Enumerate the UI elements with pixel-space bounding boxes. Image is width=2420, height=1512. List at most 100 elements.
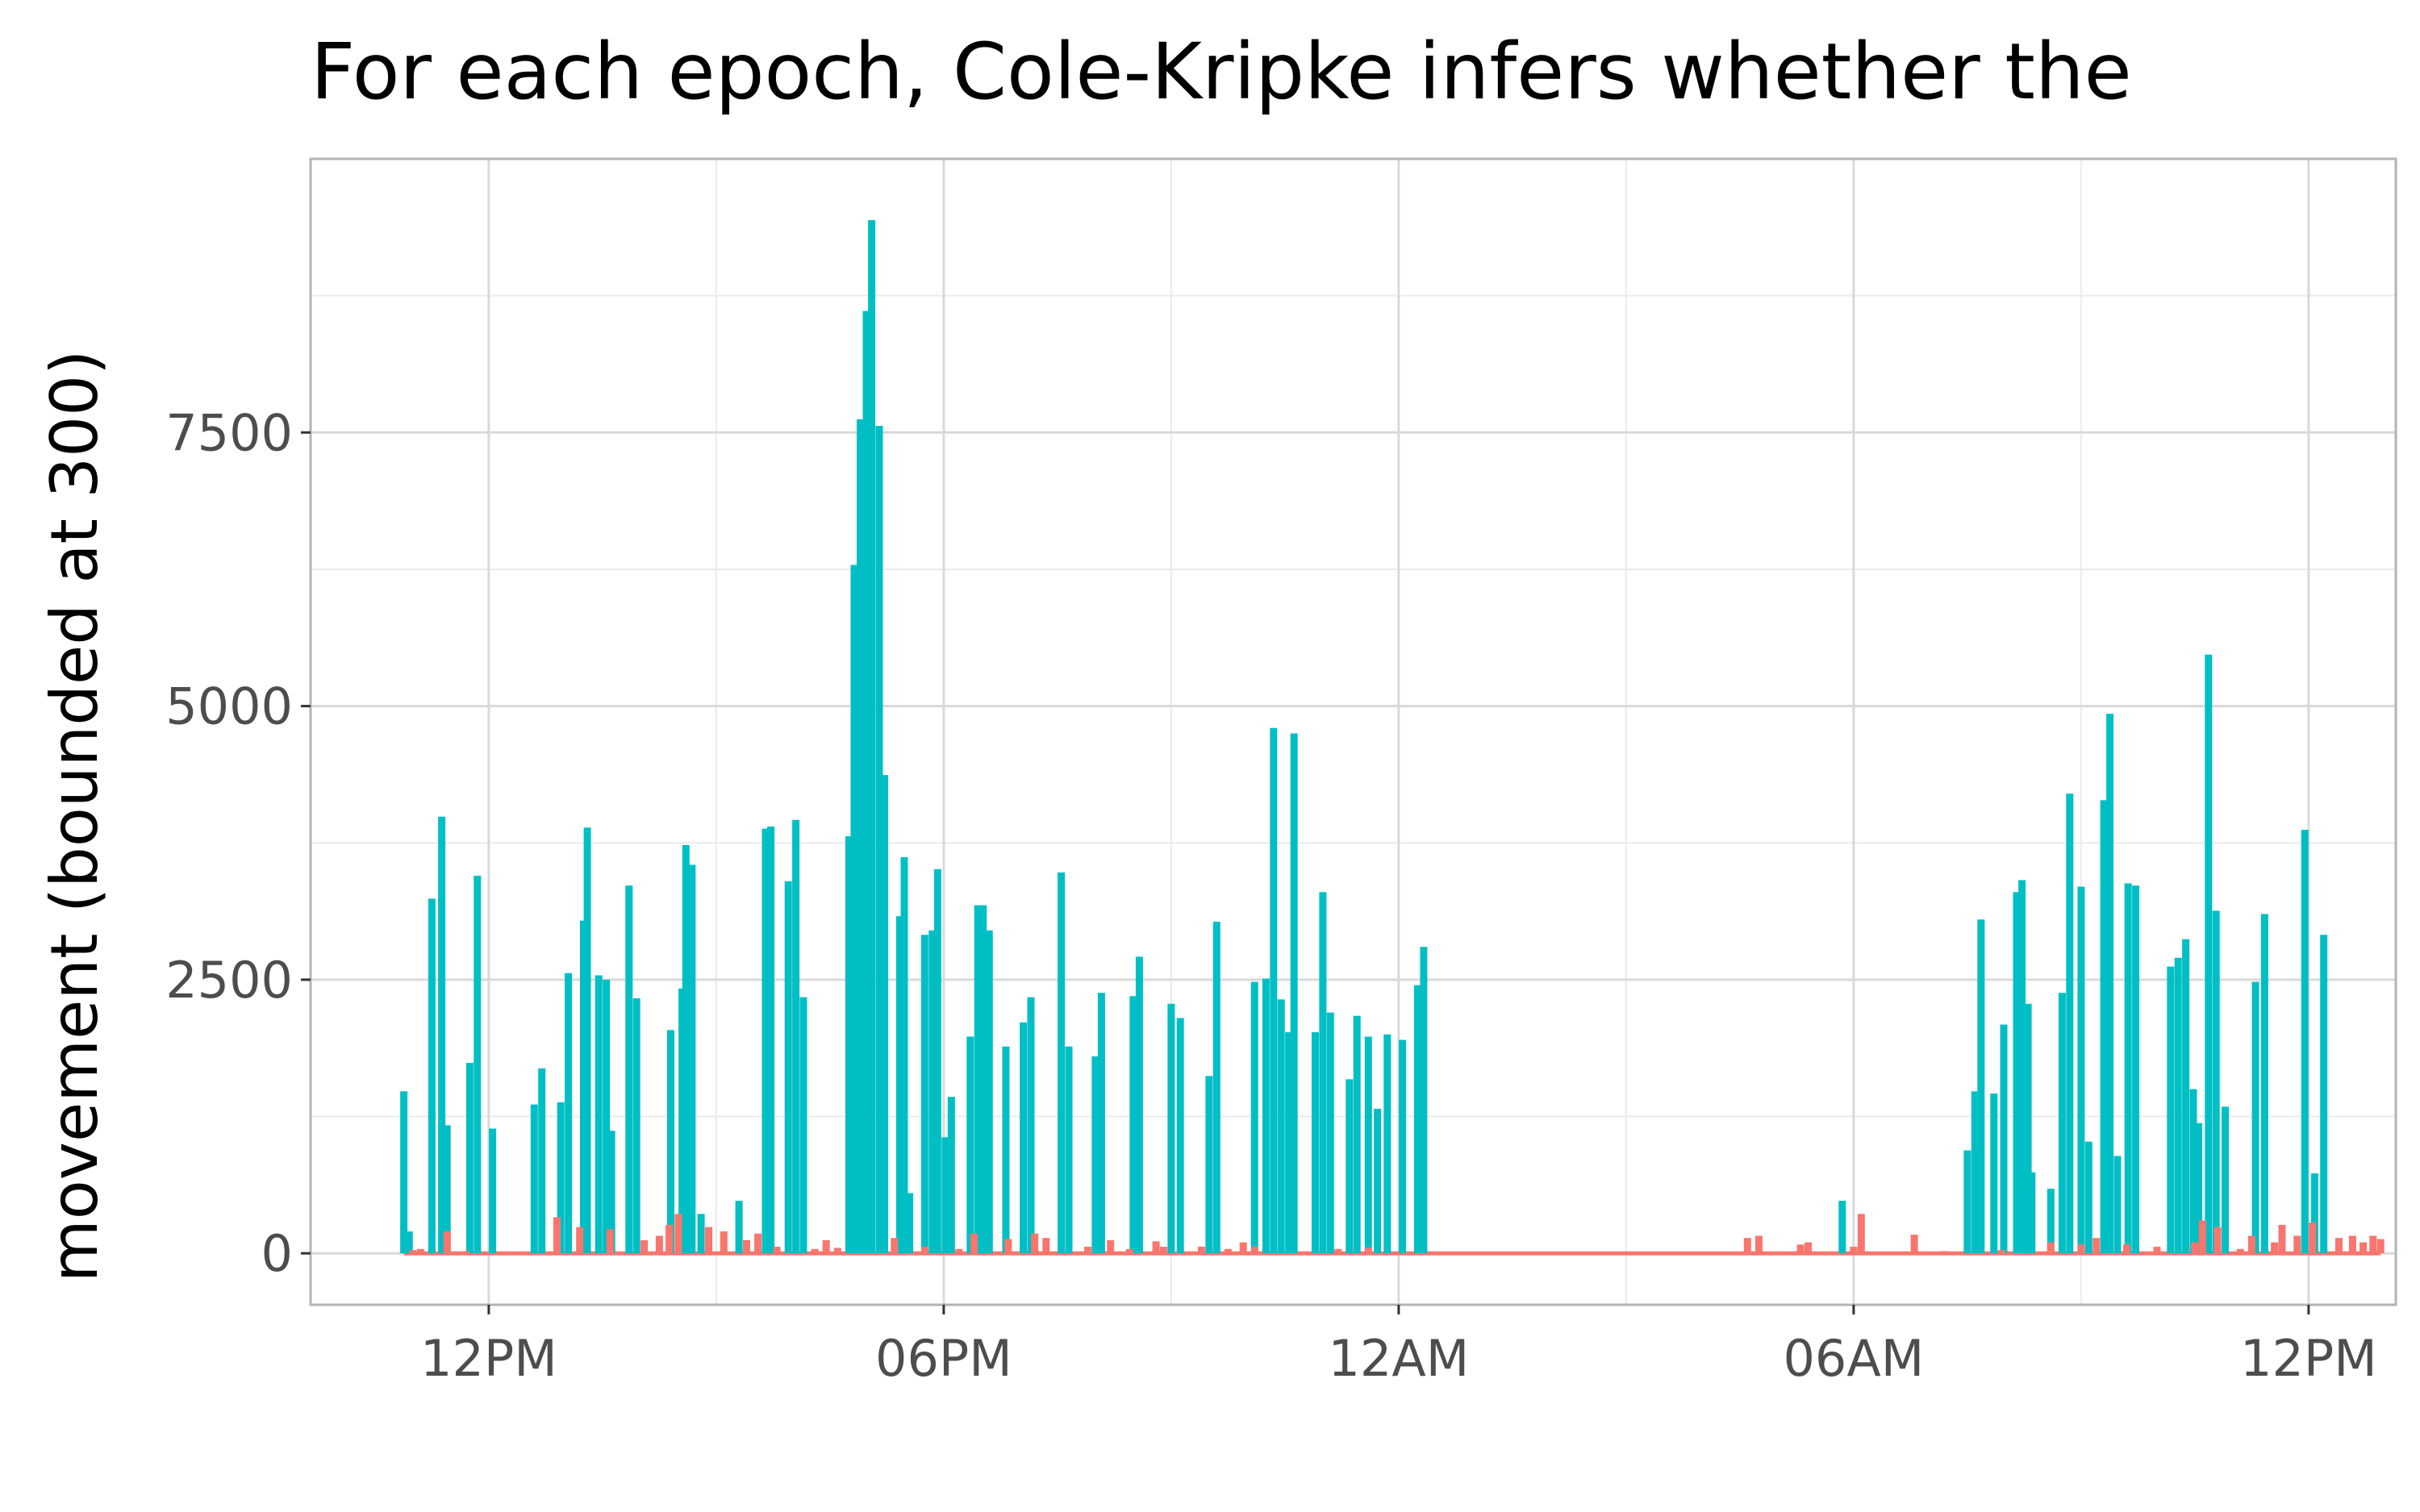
- bar-active: [799, 997, 807, 1254]
- bar-active: [2132, 885, 2140, 1254]
- bar-active: [2124, 883, 2132, 1254]
- bar-active: [1413, 985, 1421, 1254]
- bar-inactive: [2360, 1242, 2368, 1254]
- bar-active: [579, 920, 587, 1254]
- bar-active: [1262, 978, 1270, 1254]
- bar-active: [2013, 892, 2021, 1254]
- bar-active: [900, 856, 908, 1254]
- bar-inactive: [2309, 1223, 2317, 1254]
- bar-active: [2066, 793, 2074, 1254]
- bar-inactive: [1941, 1251, 1949, 1254]
- bar-inactive: [1850, 1247, 1858, 1254]
- bar-active: [530, 1104, 538, 1254]
- bar-inactive: [1198, 1247, 1205, 1254]
- bar-active: [489, 1128, 497, 1254]
- bar-active: [1990, 1093, 1998, 1254]
- x-axis-ticks: 12PM 06PM 12AM 06AM 12PM: [420, 1305, 2377, 1388]
- bar-active: [688, 864, 696, 1254]
- bar-inactive: [1796, 1244, 1805, 1254]
- bar-inactive: [1805, 1242, 1812, 1254]
- bar-inactive: [409, 1250, 417, 1254]
- bar-inactive: [2348, 1235, 2356, 1254]
- bar-inactive: [1997, 1250, 2005, 1254]
- bar-active: [583, 827, 591, 1254]
- bar-active: [1374, 1109, 1382, 1254]
- bar-inactive: [416, 1248, 424, 1254]
- bar-inactive: [773, 1247, 781, 1254]
- bar-inactive: [1152, 1241, 1160, 1254]
- bar-active: [2205, 654, 2213, 1254]
- bar-inactive: [674, 1214, 682, 1254]
- bar-active: [2100, 800, 2108, 1254]
- bar-active: [2000, 1024, 2008, 1254]
- bar-inactive: [720, 1231, 728, 1254]
- bar-inactive: [833, 1248, 841, 1254]
- bar-inactive: [705, 1227, 712, 1254]
- bar-active: [667, 1030, 674, 1254]
- y-axis-ticks: 0 2500 5000 7500: [165, 403, 311, 1283]
- bar-active: [928, 930, 937, 1254]
- bar-active: [465, 1063, 474, 1254]
- bar-active: [428, 898, 436, 1254]
- y-axis-title: movement (bounded at 300): [37, 350, 112, 1282]
- bar-active: [2174, 957, 2182, 1254]
- bar-active: [895, 916, 903, 1254]
- bar-active: [438, 816, 446, 1254]
- bar-inactive: [811, 1248, 819, 1254]
- bar-active: [1065, 1046, 1073, 1254]
- bar-active: [1290, 733, 1298, 1254]
- y-tick-label: 7500: [165, 403, 293, 462]
- bar-active: [2028, 1172, 2036, 1254]
- x-tick-label: 12PM: [2240, 1329, 2377, 1388]
- bar-inactive: [1042, 1238, 1050, 1254]
- bar-inactive: [553, 1217, 561, 1254]
- bar-active: [1270, 727, 1278, 1254]
- bar-active: [2195, 1123, 2203, 1254]
- bar-active: [1129, 996, 1137, 1254]
- bar-active: [784, 881, 792, 1254]
- bars: [400, 220, 2385, 1254]
- bar-active: [792, 819, 800, 1254]
- bar-active: [845, 836, 853, 1254]
- bar-active: [767, 826, 775, 1254]
- bar-inactive: [462, 1251, 470, 1254]
- bar-active: [1058, 872, 1066, 1254]
- bar-inactive: [1239, 1242, 1247, 1254]
- bar-active: [1002, 1046, 1010, 1254]
- bar-inactive: [443, 1231, 451, 1254]
- bar-inactive: [754, 1233, 762, 1254]
- bar-active: [1346, 1079, 1354, 1254]
- bar-active: [1364, 1036, 1372, 1254]
- bar-active: [1383, 1034, 1392, 1254]
- bar-active: [2222, 1106, 2229, 1254]
- bar-inactive: [1125, 1248, 1133, 1254]
- bar-active: [625, 885, 633, 1254]
- bar-inactive: [920, 1247, 928, 1254]
- grid: [311, 159, 2396, 1305]
- bar-inactive: [2247, 1235, 2255, 1254]
- bar-active: [1205, 1076, 1213, 1254]
- bar-inactive: [2153, 1247, 2161, 1254]
- bar-inactive: [500, 1252, 508, 1254]
- bar-active: [1420, 947, 1428, 1254]
- bar-active: [1353, 1015, 1361, 1254]
- bar-inactive: [1364, 1248, 1372, 1254]
- bar-active: [985, 930, 993, 1254]
- bar-active: [920, 935, 928, 1254]
- bar-active: [1097, 993, 1105, 1254]
- bar-inactive: [1224, 1248, 1232, 1254]
- bar-active: [2320, 935, 2328, 1254]
- bar-inactive: [955, 1248, 963, 1254]
- x-tick-label: 06AM: [1783, 1329, 1924, 1388]
- bar-active: [966, 1036, 974, 1254]
- bar-inactive: [2213, 1227, 2222, 1254]
- bar-inactive: [891, 1238, 899, 1254]
- bar-inactive: [1857, 1214, 1865, 1254]
- bar-active: [862, 310, 870, 1254]
- bar-active: [941, 1137, 949, 1254]
- bar-active: [632, 998, 640, 1254]
- bar-active: [2251, 981, 2259, 1254]
- bar-active: [595, 975, 603, 1254]
- bar-active: [557, 1102, 565, 1254]
- bar-inactive: [576, 1227, 584, 1254]
